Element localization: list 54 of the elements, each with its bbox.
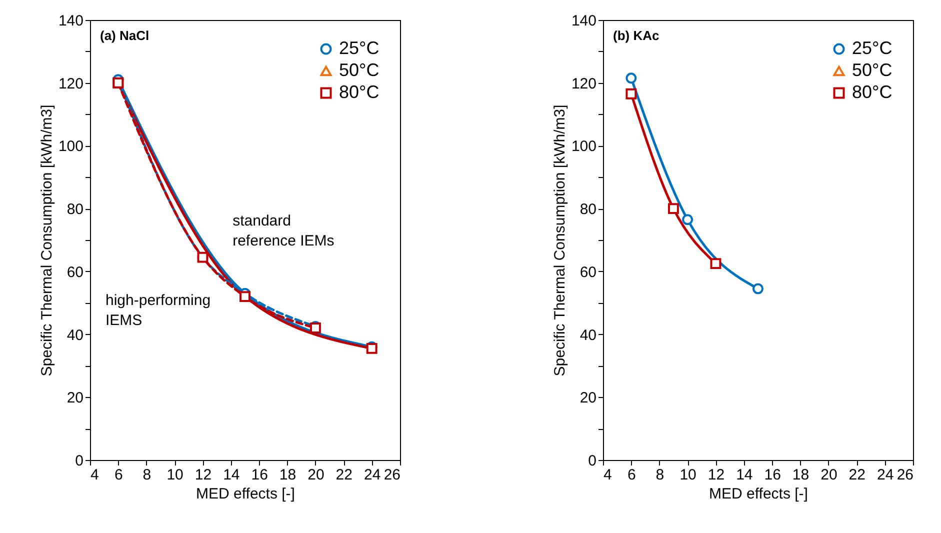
y-axis-title: Specific Thermal Consumption [kWh/m3] — [551, 104, 568, 376]
legend-label: 50°C — [339, 60, 380, 80]
y-tick-label: 0 — [588, 452, 596, 470]
x-tick-label: 18 — [279, 466, 296, 484]
x-tick-label: 20 — [308, 466, 324, 484]
x-tick-label: 14 — [736, 466, 753, 484]
y-tick-label: 60 — [66, 264, 84, 281]
y-tick-label: 20 — [66, 390, 84, 407]
x-tick-label: 8 — [142, 466, 152, 484]
x-tick-label: 8 — [656, 466, 664, 484]
x-tick-label: 12 — [708, 466, 725, 484]
y-tick-label: 80 — [66, 201, 84, 218]
y-tick-label: 40 — [580, 326, 596, 344]
y-tick-label: 120 — [58, 75, 84, 92]
y-tick-label: 140 — [58, 12, 84, 30]
x-tick-label: 16 — [764, 466, 781, 484]
x-tick-label: 4 — [604, 466, 612, 484]
legend-label: 25°C — [339, 38, 380, 58]
y-tick-label: 0 — [75, 452, 84, 470]
y-axis-title: Specific Thermal Consumption [kWh/m3] — [38, 104, 56, 376]
y-tick-label: 120 — [571, 75, 596, 92]
x-tick-label: 16 — [251, 466, 268, 484]
x-tick-label: 24 — [364, 466, 381, 484]
text: (a) NaCl — [100, 28, 150, 43]
x-tick-label: 14 — [223, 466, 240, 484]
text: (b) KAc — [613, 28, 660, 43]
y-tick-label: 60 — [580, 264, 596, 281]
legend-label: 80°C — [852, 82, 892, 102]
legend-label: 25°C — [852, 38, 892, 58]
x-tick-label: 4 — [90, 466, 99, 484]
x-tick-label: 26 — [384, 466, 400, 484]
y-tick-label: 40 — [66, 326, 84, 344]
x-tick-label: 10 — [166, 466, 184, 484]
legend-label: 80°C — [339, 82, 380, 102]
x-tick-label: 24 — [876, 466, 894, 484]
x-tick-label: 12 — [194, 466, 212, 484]
x-tick-label: 18 — [792, 466, 810, 484]
x-axis-title: MED effects [-] — [709, 486, 808, 502]
legend-label: 50°C — [852, 60, 892, 80]
x-tick-label: 22 — [336, 466, 352, 484]
x-tick-label: 10 — [680, 466, 696, 484]
x-tick-label: 20 — [820, 466, 838, 484]
annotation: standard reference IEMs — [232, 212, 334, 250]
y-tick-label: 20 — [580, 390, 596, 407]
x-tick-label: 26 — [896, 466, 914, 484]
y-tick-label: 140 — [571, 12, 596, 30]
y-tick-label: 100 — [571, 138, 596, 156]
x-tick-label: 6 — [114, 466, 123, 484]
y-tick-label: 80 — [580, 201, 596, 218]
x-tick-label: 6 — [628, 466, 636, 484]
y-tick-label: 100 — [58, 138, 84, 156]
x-axis-title: MED effects [-] — [196, 486, 295, 502]
annotation: high-performing IEMS — [106, 292, 211, 329]
x-tick-label: 22 — [848, 466, 866, 484]
